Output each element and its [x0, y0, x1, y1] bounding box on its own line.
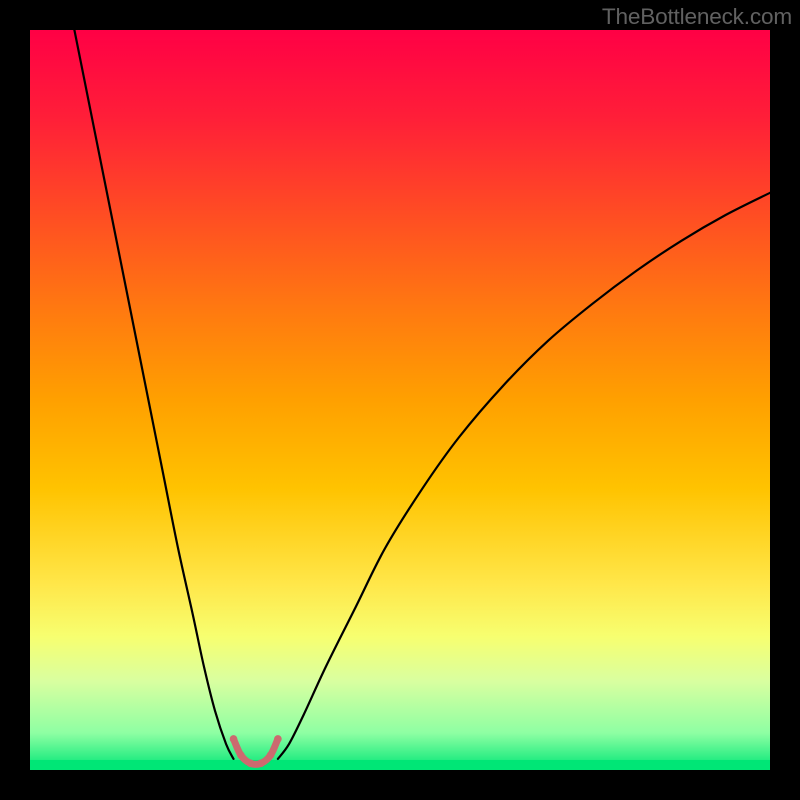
notch-marker [257, 760, 265, 768]
notch-marker [274, 735, 282, 743]
notch-marker [247, 760, 255, 768]
notch-marker [237, 751, 245, 759]
chart-plot-area [30, 30, 770, 770]
root-frame: TheBottleneck.com [0, 0, 800, 800]
notch-marker [267, 751, 275, 759]
watermark-text: TheBottleneck.com [602, 4, 792, 30]
curve-left [74, 30, 233, 759]
curve-right [278, 193, 770, 759]
curves-svg [30, 30, 770, 770]
notch-marker [230, 735, 238, 743]
